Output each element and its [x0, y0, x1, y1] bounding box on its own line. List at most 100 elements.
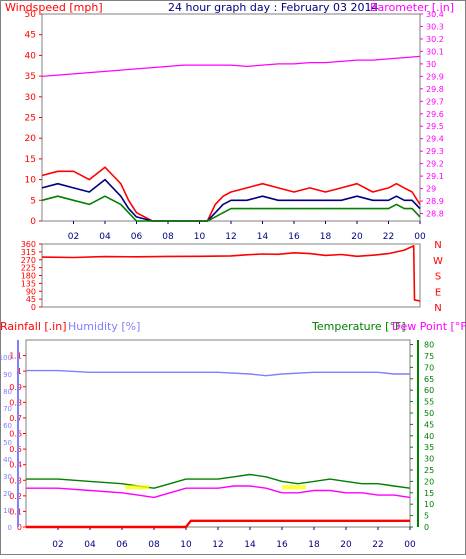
rain-xtick-label: 16	[276, 540, 288, 550]
temp-ytick-label: 75	[424, 352, 434, 361]
rain-xtick-label: 04	[84, 540, 96, 550]
wind-ytick-label: 20	[25, 134, 37, 144]
rain-highlight-mark	[282, 485, 306, 490]
rain-xtick-label: 00	[404, 540, 416, 550]
wind-xtick-label: 00	[414, 232, 426, 242]
baro-ytick-label: 29.5	[426, 122, 444, 131]
rain-xtick-label: 06	[116, 540, 128, 550]
temp-ytick-label: 50	[424, 409, 434, 418]
baro-ytick-label: 29.9	[426, 72, 444, 81]
direction-compass-label: W	[433, 256, 443, 267]
direction-ytick-label: 135	[21, 279, 36, 288]
rain-series-1-line	[26, 473, 411, 489]
baro-ytick-label: 30.4	[426, 10, 444, 19]
temp-ytick-label: 30	[424, 455, 434, 464]
wind-ytick-label: 0	[30, 217, 36, 227]
rain-ytick-label: 0.3	[9, 476, 22, 485]
rain-series-3-line	[26, 519, 410, 529]
temp-ytick-label: 70	[424, 363, 434, 372]
direction-series-0-line	[41, 245, 421, 302]
rain-xtick-label: 12	[212, 540, 223, 550]
direction-ytick-label: 45	[26, 295, 36, 304]
wind-axis-label: Windspeed [mph]	[5, 1, 103, 14]
humidity-ytick-label: 50	[3, 439, 12, 447]
wind-ytick-label: 45	[25, 31, 36, 41]
rainfall-axis-label: Rainfall [.in]	[0, 320, 67, 333]
rain-xtick-label: 02	[52, 540, 63, 550]
baro-ytick-label: 28.8	[426, 210, 444, 219]
wind-xtick-label: 04	[99, 232, 111, 242]
temp-ytick-label: 15	[424, 489, 434, 498]
wind-xtick-label: 06	[131, 232, 143, 242]
rain-ytick-label: 0.7	[9, 414, 22, 423]
wind-xtick-label: 02	[68, 232, 79, 242]
direction-ytick-label: 270	[21, 256, 36, 265]
wind-xtick-label: 18	[320, 232, 332, 242]
direction-ytick-label: 90	[26, 287, 36, 296]
baro-ytick-label: 29.2	[426, 160, 444, 169]
humidity-axis-label: Humidity [%]	[68, 320, 140, 333]
rain-ytick-label: 0.2	[9, 492, 22, 501]
direction-compass-label: E	[435, 287, 441, 298]
wind-xtick-label: 08	[162, 232, 174, 242]
rain-xtick-label: 14	[244, 540, 256, 550]
rain-ytick-label: 1.1	[9, 352, 22, 361]
temp-ytick-label: 55	[424, 398, 434, 407]
wind-xtick-label: 12	[225, 232, 236, 242]
humidity-ytick-label: 100	[0, 354, 12, 362]
wind-ytick-label: 35	[25, 72, 36, 82]
rain-series-2-line	[26, 485, 411, 499]
wind-xtick-label: 14	[257, 232, 269, 242]
wind-series-2-line	[41, 195, 421, 222]
wind-xtick-label: 16	[288, 232, 300, 242]
dewpoint-axis-label: Dew Point [°F]	[392, 320, 466, 333]
temperature-axis-label: Temperature [°F]	[311, 320, 406, 333]
rain-ytick-label: 0.6	[9, 430, 22, 439]
temp-ytick-label: 20	[424, 477, 434, 486]
baro-ytick-label: 30.1	[426, 47, 444, 56]
baro-ytick-label: 30.2	[426, 35, 444, 44]
baro-ytick-label: 29.3	[426, 147, 444, 156]
baro-ytick-label: 28.9	[426, 197, 444, 206]
rain-ytick-label: 0.8	[9, 398, 22, 407]
temp-ytick-label: 35	[424, 443, 434, 452]
rain-ytick-label: 0.5	[9, 445, 22, 454]
rain-ytick-label: 0.9	[9, 383, 22, 392]
humidity-ytick-label: 60	[3, 422, 12, 430]
wind-ytick-label: 40	[25, 51, 37, 61]
temp-ytick-label: 5	[424, 512, 429, 521]
rain-highlight-mark	[125, 485, 150, 490]
rain-ytick-label: 0.1	[9, 507, 22, 516]
direction-compass-label: N	[434, 303, 441, 314]
humidity-ytick-label: 20	[3, 490, 12, 498]
wind-ytick-label: 15	[25, 155, 36, 165]
temp-ytick-label: 0	[424, 523, 429, 532]
temp-ytick-label: 10	[424, 500, 434, 509]
rain-xtick-label: 08	[148, 540, 160, 550]
wind-series-3-line	[41, 55, 421, 77]
baro-ytick-label: 29.1	[426, 172, 444, 181]
temp-ytick-label: 40	[424, 432, 434, 441]
baro-ytick-label: 30.3	[426, 22, 444, 31]
humidity-ytick-label: 10	[3, 507, 12, 515]
baro-ytick-label: 29.7	[426, 97, 444, 106]
humidity-ytick-label: 0	[8, 524, 12, 532]
rain-ytick-label: 0.4	[9, 461, 22, 470]
barometer-axis-label: Barometer [.in]	[370, 1, 454, 14]
temp-ytick-label: 65	[424, 375, 434, 384]
chart-title: 24 hour graph day : February 03 2014	[168, 1, 379, 14]
direction-ytick-label: 180	[21, 272, 36, 281]
direction-ytick-label: 360	[21, 240, 36, 249]
rain-xtick-label: 10	[180, 540, 192, 550]
wind-ytick-label: 10	[25, 176, 37, 186]
baro-ytick-label: 30	[426, 60, 436, 69]
direction-compass-label: S	[435, 272, 441, 283]
temp-ytick-label: 60	[424, 386, 434, 395]
temp-ytick-label: 80	[424, 341, 434, 350]
direction-ytick-label: 225	[21, 264, 36, 273]
humidity-ytick-label: 90	[3, 371, 12, 379]
rain-xtick-label: 22	[372, 540, 383, 550]
